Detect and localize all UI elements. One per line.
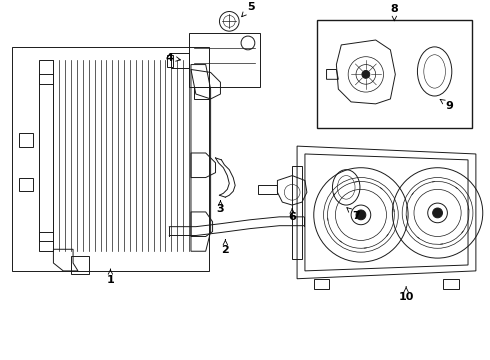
Text: 6: 6	[288, 209, 296, 222]
Bar	[19, 177, 33, 191]
Bar	[314, 279, 329, 289]
Bar	[317, 21, 472, 129]
Circle shape	[362, 71, 370, 78]
Text: 3: 3	[217, 201, 224, 214]
Bar	[443, 279, 459, 289]
Bar	[71, 256, 89, 274]
Text: 2: 2	[221, 240, 229, 255]
Bar	[19, 133, 33, 147]
Text: 1: 1	[106, 269, 114, 285]
Bar	[12, 47, 209, 271]
Bar	[168, 55, 173, 67]
Circle shape	[356, 210, 366, 220]
Text: 7: 7	[347, 208, 360, 221]
Text: 5: 5	[242, 1, 255, 17]
Text: 10: 10	[398, 287, 414, 302]
Text: 9: 9	[440, 99, 453, 111]
Text: 4: 4	[166, 53, 180, 63]
Circle shape	[433, 208, 442, 218]
Text: 8: 8	[391, 4, 398, 21]
